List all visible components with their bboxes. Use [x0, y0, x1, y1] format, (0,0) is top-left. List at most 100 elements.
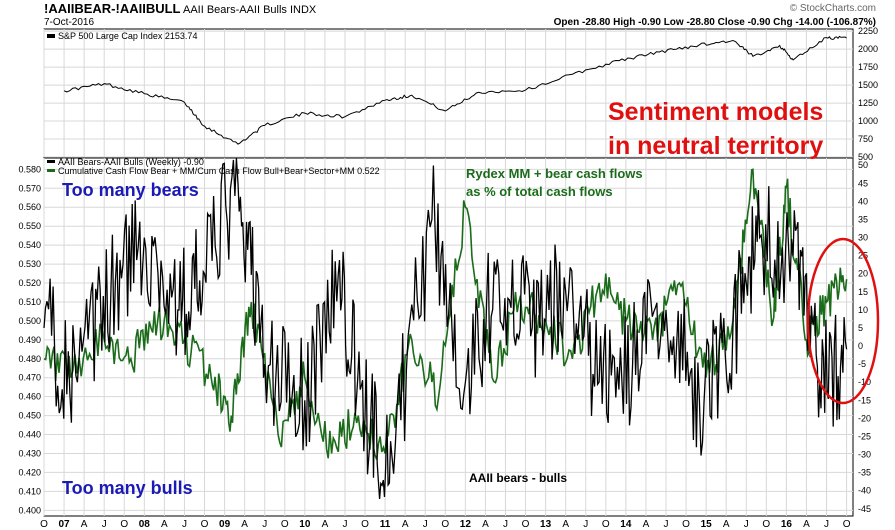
left-y-tick-label: 0.520	[18, 278, 41, 288]
right-y-tick-label: 15	[858, 287, 868, 297]
x-tick-label: A	[562, 519, 569, 530]
left-y-tick-label: 0.580	[18, 164, 41, 174]
right-y-tick-label: -25	[858, 431, 871, 441]
spx-legend-swatch	[47, 34, 55, 38]
x-tick-label: O	[762, 519, 770, 530]
right-y-tick-label: 10	[858, 305, 868, 315]
x-tick-label: A	[723, 519, 730, 530]
right-y-tick-label: 45	[858, 178, 868, 188]
right-y-tick-label: -30	[858, 450, 871, 460]
highlight-ellipse	[806, 237, 880, 405]
left-y-tick-label: 0.500	[18, 316, 41, 326]
rydex-cash-flow-line	[43, 168, 848, 460]
x-tick-label: A	[803, 519, 810, 530]
x-tick-label: O	[522, 519, 530, 530]
too-many-bears-label: Too many bears	[62, 180, 199, 200]
x-tick-label: J	[262, 519, 267, 530]
x-tick-label: O	[441, 519, 449, 530]
left-y-tick-label: 0.540	[18, 240, 41, 250]
right-y-tick-label: -20	[858, 413, 871, 423]
x-tick-label: J	[744, 519, 749, 530]
x-tick-label: 10	[299, 519, 311, 530]
x-tick-label: O	[843, 519, 851, 530]
x-tick-label: A	[643, 519, 650, 530]
right-y-tick-label: 20	[858, 269, 868, 279]
left-y-tick-label: 0.460	[18, 392, 41, 402]
left-y-tick-label: 0.550	[18, 221, 41, 231]
right-y-tick-label: 35	[858, 214, 868, 224]
headline-line1: Sentiment models	[608, 98, 823, 126]
x-tick-label: O	[201, 519, 209, 530]
x-tick-label: 14	[620, 519, 632, 530]
x-tick-label: 09	[219, 519, 231, 530]
rydex-annotation-line2: as % of total cash flows	[466, 184, 613, 199]
x-tick-label: J	[342, 519, 347, 530]
legend-swatch-aaii	[47, 160, 55, 163]
x-tick-label: 08	[139, 519, 151, 530]
right-y-tick-label: 50	[858, 160, 868, 170]
x-tick-label: A	[402, 519, 409, 530]
upper-y-tick-label: 750	[858, 134, 873, 144]
spx-legend: S&P 500 Large Cap Index 2153.74	[58, 31, 197, 41]
sentiment-panel: 0.580 0.570 0.560 0.550 0.540 0.530 0.520 0.510…	[18, 157, 871, 530]
x-tick-label: J	[503, 519, 508, 530]
x-tick-label: O	[40, 519, 48, 530]
x-tick-label: J	[583, 519, 588, 530]
x-tick-label: O	[602, 519, 610, 530]
x-tick-label: J	[663, 519, 668, 530]
upper-y-tick-label: 2000	[858, 44, 878, 54]
x-tick-label: A	[241, 519, 248, 530]
right-y-tick-label: -45	[858, 504, 871, 514]
chart-symbol: !AAIIBEAR-!AAIIBULL	[44, 1, 181, 16]
spx-price-line	[63, 35, 847, 145]
x-tick-label: O	[120, 519, 128, 530]
upper-y-tick-label: 1000	[858, 116, 878, 126]
x-tick-label: J	[423, 519, 428, 530]
aaii-bears-bulls-line	[43, 157, 848, 500]
right-y-tick-label: 30	[858, 233, 868, 243]
right-y-tick-label: 0	[858, 341, 863, 351]
ohlc-readout: Open -28.80 High -0.90 Low -28.80 Close …	[554, 17, 876, 28]
right-y-tick-label: -5	[858, 359, 866, 369]
chart-subtitle: AAII Bears-AAII Bulls INDX	[183, 4, 317, 16]
upper-y-tick-label: 500	[858, 152, 873, 162]
rydex-annotation-line1: Rydex MM + bear cash flows	[466, 166, 643, 181]
right-y-tick-label: -40	[858, 486, 871, 496]
headline-line2: in neutral territory	[608, 132, 823, 160]
legend-swatch-rydex	[47, 169, 55, 172]
chart-date: 7-Oct-2016	[44, 17, 94, 28]
x-tick-label: 13	[540, 519, 552, 530]
too-many-bulls-label: Too many bulls	[62, 478, 193, 498]
x-tick-label: A	[161, 519, 168, 530]
spx-panel: 500 750 1000 1250 1500 1750 2000 2250 S&P 500 L…	[43, 26, 878, 162]
left-y-tick-label: 0.480	[18, 354, 41, 364]
right-y-tick-label: -10	[858, 377, 871, 387]
upper-y-tick-label: 1750	[858, 62, 878, 72]
x-tick-label: J	[182, 519, 187, 530]
x-tick-label: 15	[701, 519, 713, 530]
legend-rydex: Cumulative Cash Flow Bear + MM/Cum Cash …	[58, 166, 380, 176]
right-y-tick-label: 40	[858, 196, 868, 206]
upper-y-tick-label: 1500	[858, 80, 878, 90]
left-y-tick-label: 0.410	[18, 486, 41, 496]
x-tick-label: J	[824, 519, 829, 530]
x-tick-label: 12	[460, 519, 472, 530]
right-y-tick-label: -15	[858, 395, 871, 405]
x-tick-label: A	[482, 519, 489, 530]
x-tick-label: 07	[59, 519, 71, 530]
left-y-tick-label: 0.450	[18, 411, 41, 421]
watermark: © StockCharts.com	[790, 3, 876, 14]
x-tick-label: 11	[380, 519, 391, 530]
left-y-tick-label: 0.440	[18, 430, 41, 440]
left-y-tick-label: 0.430	[18, 448, 41, 458]
left-y-tick-label: 0.470	[18, 373, 41, 383]
x-tick-label: J	[102, 519, 107, 530]
left-y-tick-label: 0.510	[18, 297, 41, 307]
left-y-tick-label: 0.400	[18, 505, 41, 515]
left-y-tick-label: 0.420	[18, 467, 41, 477]
x-tick-label: O	[281, 519, 289, 530]
aaii-annotation: AAII bears - bulls	[469, 471, 567, 485]
x-tick-label: 16	[781, 519, 793, 530]
legend-aaii: AAII Bears-AAII Bulls (Weekly) -0.90	[58, 157, 204, 167]
